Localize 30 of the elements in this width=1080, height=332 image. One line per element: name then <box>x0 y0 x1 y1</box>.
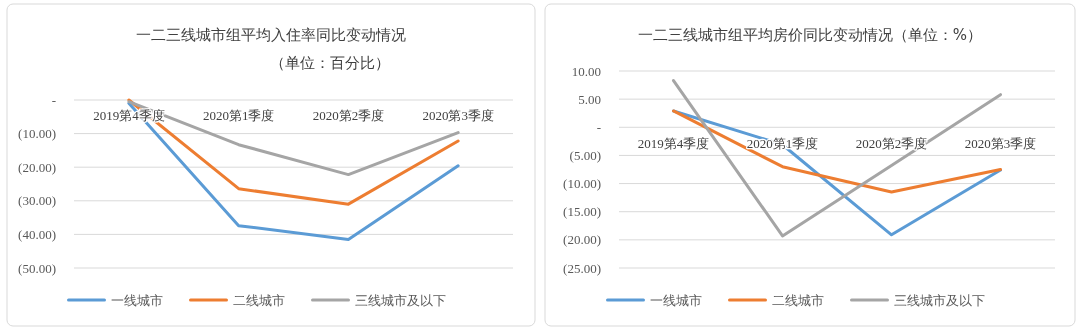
x-tick-label: 2020第1季度 <box>746 136 819 152</box>
chart-title: 一二三线城市组平均房价同比变动情况（单位：%） <box>637 26 983 44</box>
y-tick-label: (20.00) <box>563 232 601 248</box>
legend-label: 三线城市及以下 <box>893 292 985 308</box>
y-tick-label: - <box>596 119 601 135</box>
y-tick-label: (50.00) <box>18 260 56 276</box>
legend-label: 二线城市 <box>232 292 285 308</box>
y-tick-label: (25.00) <box>563 260 601 276</box>
chart-title: 一二三线城市组平均入住率同比变动情况 <box>136 26 406 44</box>
y-tick-label: (15.00) <box>563 204 601 220</box>
y-tick-label: (40.00) <box>18 226 56 242</box>
x-tick-label: 2019第4季度 <box>637 136 710 152</box>
y-tick-label: (20.00) <box>18 159 56 175</box>
legend-label: 一线城市 <box>649 292 702 308</box>
x-tick-label: 2020第2季度 <box>855 136 928 152</box>
x-tick-label: 2020第3季度 <box>422 108 494 123</box>
y-tick-label: (5.00) <box>569 147 601 163</box>
x-tick-label: 2020第3季度 <box>964 136 1037 152</box>
y-tick-label: 5.00 <box>578 91 601 107</box>
y-tick-label: (30.00) <box>18 193 56 209</box>
y-tick-label: (10.00) <box>18 126 56 142</box>
x-tick-label: 2020第1季度 <box>202 108 275 123</box>
legend-label: 一线城市 <box>110 292 163 308</box>
legend-label: 三线城市及以下 <box>354 292 446 308</box>
y-tick-label: (10.00) <box>563 176 601 192</box>
y-tick-label: - <box>51 92 56 108</box>
legend-label: 二线城市 <box>771 292 824 308</box>
x-tick-label: 2020第2季度 <box>312 108 385 123</box>
y-tick-label: 10.00 <box>571 63 601 79</box>
chart-subtitle: （单位：百分比） <box>270 54 390 72</box>
